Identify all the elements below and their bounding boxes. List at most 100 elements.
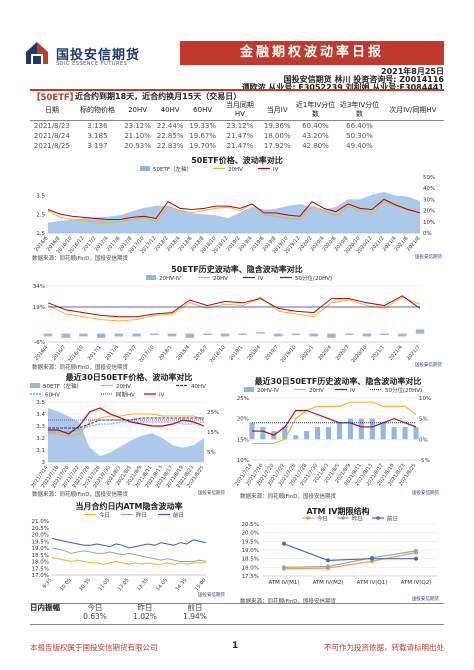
data-bar [282,426,288,440]
y-tick-label: 15% [237,437,249,443]
chart-source: 数据来源：同花顺iFinD，国投安信期货 [32,256,129,262]
header-divider [30,89,444,91]
data-bar [415,329,425,334]
table-cell: 3.136 [87,122,108,130]
data-bar [344,333,354,335]
chart-source: 数据来源：同花顺iFinD，国投安信期货 [32,365,129,371]
col-header: 日期 [30,100,74,121]
series-line [48,417,204,429]
x-tick-label: 2018/7 [193,344,209,361]
data-point [282,565,286,570]
y-tick-label: 19% [33,305,45,311]
x-tick-label: ATM IV(M1) [268,580,299,586]
y-tick-label: 20.5% [242,522,259,528]
x-tick-label: 2020/10 [350,344,368,362]
y-tick-label-right: 5% [207,450,216,456]
y-tick-label: 17.5% [242,574,259,580]
analyst-line-1: 国投安信期货 林川 投资咨询号: Z0014116 [283,75,444,84]
legend-label: 前日 [173,511,184,519]
y-tick-label: 19.5% [32,539,49,545]
data-bar [358,418,364,440]
y-tick-label: 3.4 [36,412,45,418]
table-cell: 1.94% [183,612,207,621]
table-cell: 50.30% [346,132,373,140]
chart-title: 当月合约日内ATM隐含波动率 [75,502,183,511]
page-number: 1 [232,641,239,651]
table-cell: 20.93% [124,142,151,150]
legend-label: IV [350,388,356,394]
chart-title: 最近30日50ETF历史波动率、隐含波动率对比 [254,377,422,386]
table-cell [381,121,444,132]
series-line [252,401,417,445]
data-bar [315,426,321,440]
chart-price-vol: 50ETF（左轴） 20HV IV 1.5 2.5 3.5 0% 10% 20% 30% 40… [34,165,436,253]
table-cell: 19.70% [189,142,217,150]
series-line [51,556,206,565]
table-cell: 2021/8/25 [33,142,70,150]
footer-disclaimer: 不可作为投资依据，转载请标明出处 [324,643,444,652]
legend-label: 50ETF（左轴） [153,165,192,173]
y-tick-label: 3.2 [36,436,45,442]
chart-watermark: 国投安信期货 [412,597,439,602]
table-cell: 19.67% [189,132,217,140]
table-row: 2021/8/23 3.136 23.12% 22.44% 19.33% 23.12% 19… [30,121,444,132]
y-tick-label: 17.0% [32,573,49,579]
x-tick-label: 2021/1 [370,344,386,361]
chart-legend: 20HV-IV 20HV IV 50分位(20HV) [146,274,332,282]
data-bar [380,422,386,440]
col-header: 当月同期HV [218,100,261,121]
legend-label: 昨日 [352,515,363,523]
chart-watermark: 国投安信期货 [412,491,439,496]
x-tick-label: 2017/1 [87,344,103,361]
legend-label: 今日 [99,511,110,519]
legend-label: 60HV [45,393,60,399]
row-label: 日内振幅 [30,603,60,612]
series-line [283,552,417,570]
y-tick-label: 3.3 [36,424,45,430]
data-bar [309,333,318,337]
y-tick-label-right: 30% [423,197,435,203]
table-cell: 21.47% [226,132,254,140]
x-tick-label: 13:05 [117,577,131,592]
footer-copyright: 本报告版权属于国投安信期货有限公司 [30,643,158,652]
x-tick-label: ATM IV(Q2) [401,580,432,586]
y-tick-label: 19.0% [242,548,259,554]
chart-title: 50ETF价格、波动率对比 [191,156,283,165]
table-row: 0.63% 1.02% 1.94% [30,612,220,621]
y-tick-label: 25% [237,396,249,402]
data-point [414,548,418,553]
data-bar [413,426,419,440]
data-bar [167,333,177,337]
chart-30d-price-vol: 50ETF（左轴） 20HV 60HV 同期HV IV 40HV 3 3.1 3.2… [30,382,219,489]
data-bar [369,418,375,440]
x-tick-label: 14:05 [155,577,169,592]
data-point [414,556,418,561]
data-bar [362,333,372,337]
chart-source: 数据来源：同花顺iFinD，国投安信期货 [240,599,337,605]
col-header: 今日 [87,603,103,612]
table-cell: 22.44% [156,122,184,130]
x-tick-label: ATM IV(M2) [312,580,343,586]
x-tick-label: 2016/7 [51,344,67,361]
table-row: 日内振幅 今日 昨日 前日 [30,603,220,612]
y-tick-label: 18.0% [242,565,259,571]
data-bar [114,333,124,337]
table-cell: 18.00% [263,132,291,140]
x-tick-label: 2020/4 [317,344,333,361]
analyst-line-2: 谭欧浓 从业号: F3052239 刘利娟 从业号:F3084441 [241,83,444,92]
chart-legend: 今日 昨日 前日 [302,515,398,523]
table-cell: 0.63% [83,612,107,621]
y-tick-label-right: -5% [419,458,430,464]
series-line [51,538,207,549]
report-date: 2021年8月25日 [381,67,444,76]
legend-label: 50ETF（左轴） [43,382,82,390]
series-line [283,550,417,568]
chart-watermark: 国投安信期货 [198,491,225,496]
y-tick-label: 19.0% [32,546,49,552]
legend-label: 50分位(20HV) [385,386,422,394]
data-bar [391,426,397,440]
x-tick-label: 2017/4 [104,344,120,361]
data-bar [220,333,230,337]
y-tick-label: 20% [237,417,249,423]
x-tick-label: 2021/7 [406,344,422,361]
